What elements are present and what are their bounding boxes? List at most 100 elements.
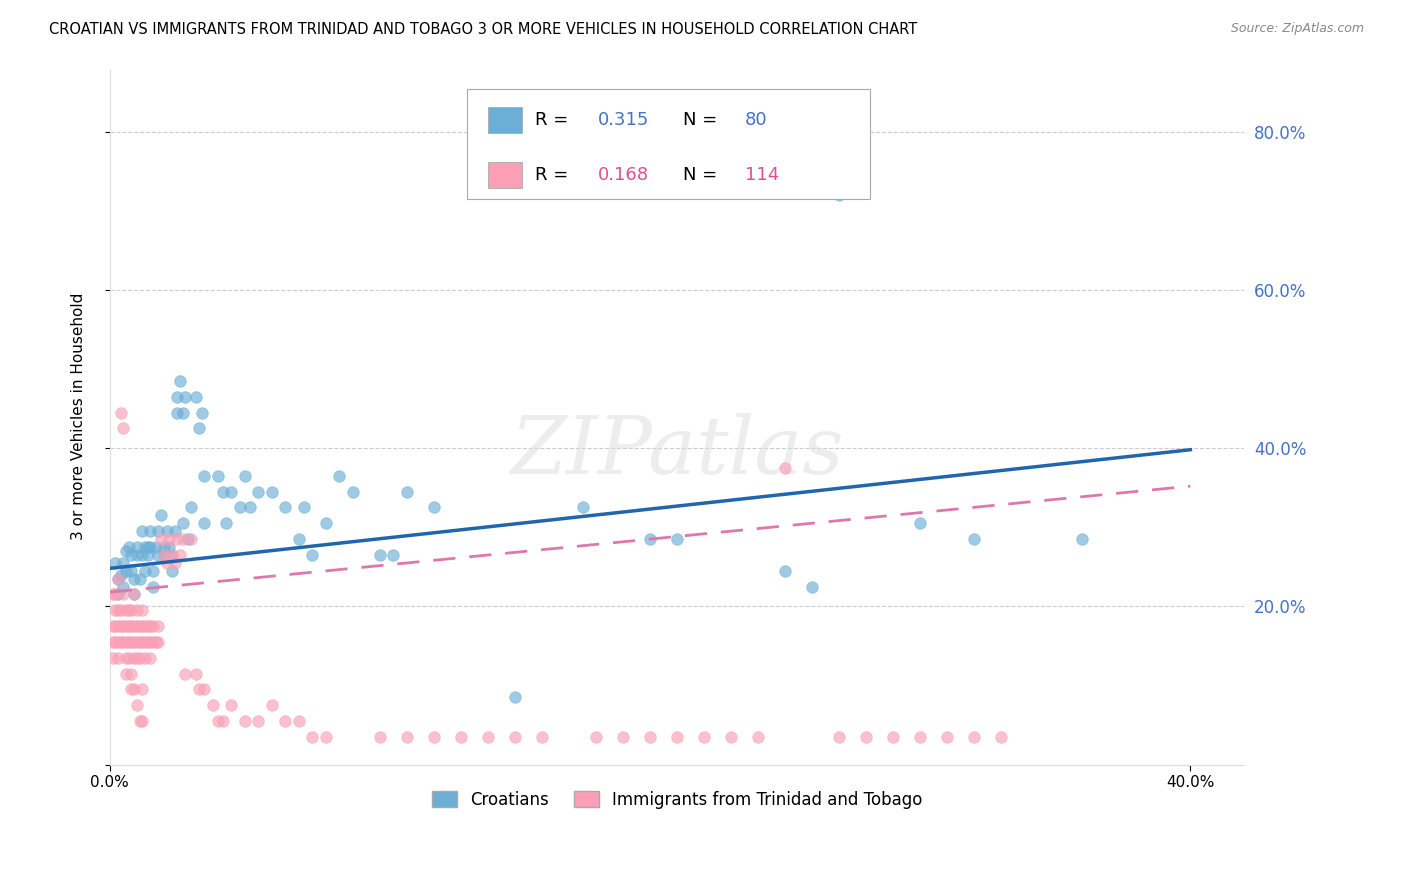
Text: N =: N =	[683, 112, 723, 129]
Point	[166, 532, 188, 546]
Point	[963, 730, 986, 744]
Point	[121, 666, 143, 681]
Point	[301, 730, 323, 744]
Point	[145, 635, 167, 649]
Point	[110, 406, 132, 420]
Point	[122, 619, 145, 633]
Point	[368, 730, 391, 744]
Point	[104, 603, 127, 617]
Point	[150, 532, 173, 546]
Point	[157, 540, 180, 554]
Point	[395, 484, 418, 499]
Point	[115, 619, 138, 633]
Point	[131, 524, 153, 539]
Point	[160, 548, 183, 562]
Point	[166, 390, 188, 404]
Point	[104, 587, 127, 601]
Point	[531, 730, 554, 744]
Point	[121, 603, 143, 617]
Point	[107, 619, 129, 633]
Point	[107, 572, 129, 586]
Point	[215, 516, 238, 531]
Point	[212, 484, 235, 499]
Point	[121, 682, 143, 697]
Point	[122, 650, 145, 665]
Point	[882, 730, 904, 744]
Point	[134, 564, 156, 578]
Point	[107, 650, 129, 665]
Point	[145, 540, 167, 554]
Point	[207, 714, 229, 728]
Point	[148, 548, 170, 562]
Point	[131, 603, 153, 617]
Point	[247, 714, 270, 728]
Point	[180, 500, 202, 515]
Text: ZIPatlas: ZIPatlas	[510, 413, 844, 490]
Point	[288, 714, 311, 728]
Point	[395, 730, 418, 744]
Point	[101, 635, 124, 649]
Point	[153, 548, 176, 562]
Point	[936, 730, 959, 744]
Point	[382, 548, 405, 562]
Point	[122, 587, 145, 601]
Point	[122, 635, 145, 649]
Text: 0.315: 0.315	[598, 112, 650, 129]
Point	[233, 714, 256, 728]
Point	[963, 532, 986, 546]
Point	[118, 650, 141, 665]
Point	[423, 500, 446, 515]
Point	[503, 730, 526, 744]
Point	[571, 500, 593, 515]
Point	[107, 572, 129, 586]
Point	[157, 532, 180, 546]
Point	[301, 548, 323, 562]
Point	[118, 635, 141, 649]
Text: CROATIAN VS IMMIGRANTS FROM TRINIDAD AND TOBAGO 3 OR MORE VEHICLES IN HOUSEHOLD : CROATIAN VS IMMIGRANTS FROM TRINIDAD AND…	[49, 22, 918, 37]
Text: N =: N =	[683, 166, 723, 184]
Point	[801, 580, 824, 594]
Point	[134, 619, 156, 633]
Point	[112, 556, 135, 570]
Point	[910, 730, 932, 744]
Point	[186, 666, 208, 681]
Point	[142, 619, 165, 633]
Point	[180, 532, 202, 546]
Point	[188, 421, 211, 435]
Point	[121, 635, 143, 649]
Point	[150, 508, 173, 523]
Point	[153, 548, 176, 562]
Text: Source: ZipAtlas.com: Source: ZipAtlas.com	[1230, 22, 1364, 36]
Point	[125, 548, 148, 562]
Point	[207, 468, 229, 483]
Point	[693, 730, 716, 744]
Point	[193, 516, 215, 531]
Point	[112, 421, 135, 435]
Point	[247, 484, 270, 499]
Point	[128, 635, 150, 649]
Point	[131, 682, 153, 697]
Point	[131, 714, 153, 728]
Point	[101, 650, 124, 665]
Point	[260, 484, 283, 499]
Point	[121, 564, 143, 578]
Point	[136, 635, 159, 649]
Point	[910, 516, 932, 531]
Point	[125, 650, 148, 665]
Point	[139, 524, 162, 539]
Point	[125, 619, 148, 633]
Point	[160, 548, 183, 562]
Point	[107, 587, 129, 601]
Point	[177, 532, 200, 546]
Point	[139, 619, 162, 633]
Point	[174, 666, 197, 681]
Point	[112, 587, 135, 601]
Point	[148, 524, 170, 539]
Text: 114: 114	[745, 166, 779, 184]
Point	[342, 484, 364, 499]
Point	[101, 587, 124, 601]
Point	[134, 635, 156, 649]
Point	[169, 374, 191, 388]
Point	[112, 635, 135, 649]
Point	[128, 714, 150, 728]
